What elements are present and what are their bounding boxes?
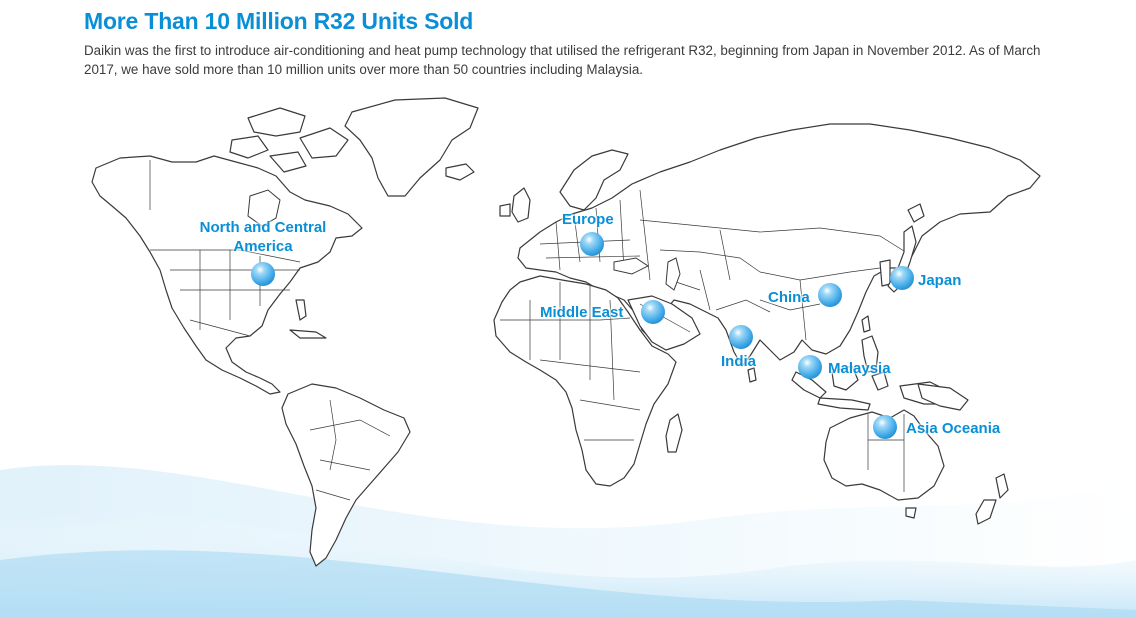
marker-europe (580, 232, 604, 256)
label-north-central-america: North and Central America (188, 218, 338, 256)
arctic-islands-land (247, 107, 306, 137)
page-description: Daikin was the first to introduce air-co… (84, 43, 1041, 77)
label-malaysia: Malaysia (828, 360, 891, 377)
page-title: More Than 10 Million R32 Units Sold (84, 8, 474, 34)
scandinavia-land (559, 149, 629, 211)
marker-middle-east (641, 300, 665, 324)
marker-china (818, 283, 842, 307)
label-europe: Europe (562, 211, 614, 228)
label-north-central-america-line1: North and Central (199, 219, 327, 236)
label-middle-east: Middle East (540, 304, 624, 321)
label-japan: Japan (918, 272, 962, 289)
marker-india (729, 325, 753, 349)
label-india: India (721, 353, 757, 370)
marker-malaysia (798, 355, 822, 379)
marker-japan (890, 266, 914, 290)
africa-land (493, 275, 677, 487)
label-north-central-america-line2: America (233, 238, 293, 255)
marker-asia-oceania (873, 415, 897, 439)
marker-north-central-america (251, 262, 275, 286)
north-america-land (91, 155, 363, 395)
label-asia-oceania: Asia Oceania (906, 420, 1001, 437)
label-china: China (768, 289, 810, 306)
greenland-land (344, 97, 479, 197)
south-america-land (281, 383, 411, 567)
